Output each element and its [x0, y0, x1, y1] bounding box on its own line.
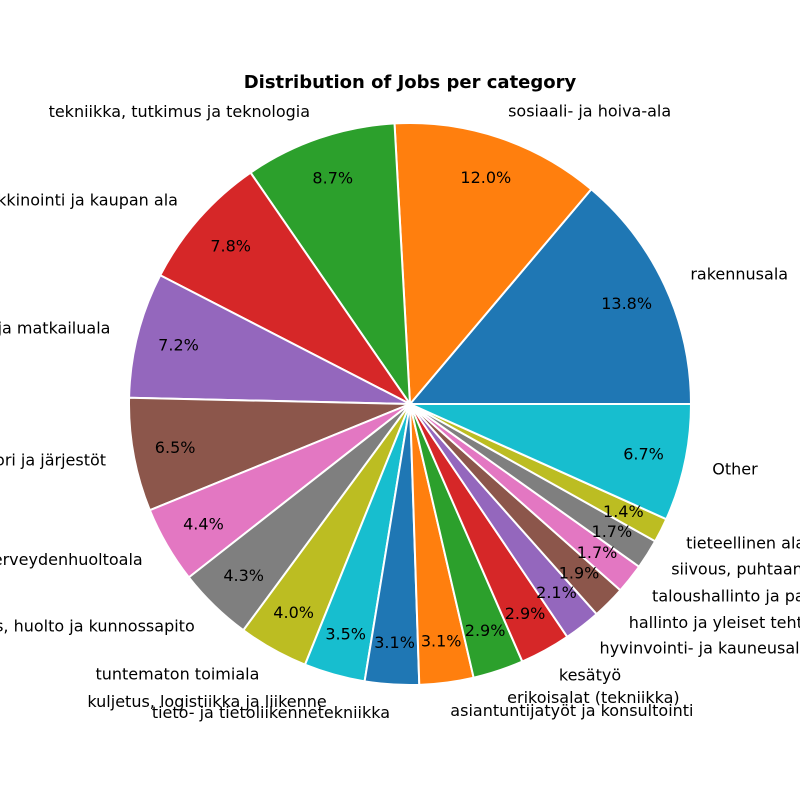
slice-label: tekniikka, tutkimus ja teknologia: [49, 102, 310, 121]
slice-labels: rakennusala sosiaali- ja hoiva-ala tekniik…: [0, 101, 800, 722]
slice-percent-label: 3.1%: [374, 633, 415, 652]
slice-label: erikoisalat (tekniikka): [507, 688, 680, 707]
slice-percent-label: 13.8%: [601, 294, 652, 313]
slice-label: rakennusala: [690, 264, 788, 283]
pie-slice: [159, 171, 411, 405]
slice-percent-label: 3.1%: [421, 631, 462, 650]
slice-label: kuljetus, logistiikka ja liikenne: [87, 692, 326, 711]
slice-percent-label: 1.9%: [559, 563, 600, 582]
slice-label: asiantuntijatyöt ja konsultointi: [450, 701, 693, 720]
slice-label: tieteellinen ala: [686, 533, 800, 552]
slice-percent-label: 4.4%: [183, 514, 224, 533]
pie-slice: [128, 396, 411, 512]
pie-slice: [128, 274, 411, 405]
pie-slice: [409, 188, 692, 405]
pie-slice: [249, 122, 411, 405]
slice-label: tuntematon toimiala: [95, 664, 259, 683]
slice-percent-label: 2.1%: [536, 583, 577, 602]
slice-label: asennus, huolto ja kunnossapito: [0, 616, 195, 635]
slice-label: siivous, puhtaanapito ja kiinteistöala: [671, 560, 800, 579]
slice-label: terveydenhuoltoala: [0, 550, 143, 569]
pie-slices: [128, 122, 692, 686]
slice-percent-label: 12.0%: [460, 168, 511, 187]
slice-percent-label: 6.5%: [155, 438, 196, 457]
slice-percent-label: 3.5%: [325, 625, 366, 644]
slice-label: tieto- ja tietoliikennetekniikka: [152, 703, 390, 722]
pie-slice: [409, 403, 692, 521]
slice-percent-label: 8.7%: [312, 168, 353, 187]
slice-label: taloushallinto ja pankkiala: [652, 587, 800, 606]
slice-percent-label: 1.4%: [603, 502, 644, 521]
slice-label: kesätyö: [559, 665, 621, 684]
slice-label: sosiaali- ja hoiva-ala: [508, 101, 671, 120]
chart-title: Distribution of Jobs per category: [244, 72, 577, 93]
percent-labels: 13.8% 12.0% 8.7% 7.8% 7.2% 6.5% 4.4% 4.3% 4.0% 3.…: [155, 168, 664, 652]
slice-percent-label: 4.0%: [273, 603, 314, 622]
slice-label: hotelli-, ravintola- ja matkailuala: [0, 318, 110, 337]
pie-slice: [393, 122, 593, 405]
slice-label: Other: [712, 459, 758, 478]
slice-percent-label: 1.7%: [592, 522, 633, 541]
slice-percent-label: 6.7%: [623, 445, 664, 464]
slice-label: julkinen sektori ja järjestöt: [0, 451, 106, 470]
slice-label: hyvinvointi- ja kauneusala: [600, 639, 800, 658]
slice-percent-label: 4.3%: [223, 566, 264, 585]
slice-percent-label: 7.2%: [158, 336, 199, 355]
slice-percent-label: 1.7%: [577, 543, 618, 562]
slice-percent-label: 2.9%: [505, 604, 546, 623]
slice-percent-label: 2.9%: [465, 621, 506, 640]
slice-label: hallinto ja yleiset tehtävät: [629, 613, 800, 632]
slice-percent-label: 7.8%: [210, 237, 251, 256]
slice-label: myynti-, markkinointi ja kaupan ala: [0, 190, 178, 209]
